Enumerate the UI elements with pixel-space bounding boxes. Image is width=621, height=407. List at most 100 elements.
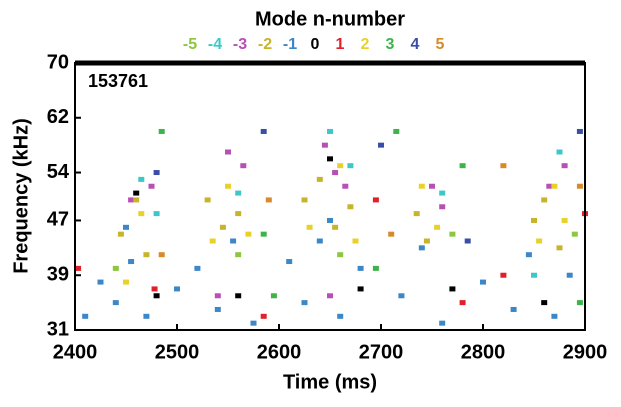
mode-pixel [148,183,155,189]
mode-pixel [225,183,231,189]
mode-pixel [286,259,293,265]
mode-pixel [418,183,425,189]
mode-pixel [143,313,150,319]
mode-pixel [459,163,466,169]
mode-pixel [357,265,364,271]
legend-entry: 5 [436,36,445,53]
mode-pixel [128,259,135,265]
mode-pixel [327,217,333,223]
mode-pixel [327,156,333,162]
mode-pixel [133,190,140,196]
mode-pixel [551,183,558,189]
mode-pixel [576,183,583,189]
mode-pixel [561,163,568,169]
mode-pixel [301,300,308,306]
mode-pixel [434,224,441,230]
mode-pixel [418,245,425,251]
mode-pixel [449,286,456,292]
mode-pixel [138,211,145,217]
mode-pixel [500,272,507,278]
y-tick-label: 31 [47,318,69,340]
mode-pixel [551,313,558,319]
mode-pixel [219,224,226,230]
mode-pixel [306,224,313,230]
x-axis-label: Time (ms) [283,371,377,393]
x-tick-label: 2700 [359,341,404,363]
mode-pixel [378,142,384,148]
mode-pixel [546,183,553,189]
mode-pixel [153,211,160,217]
mode-pixel [337,163,344,169]
mode-pixel [75,265,82,271]
legend-entry: 2 [361,36,370,53]
mode-pixel [112,265,119,271]
x-tick-label: 2400 [53,341,98,363]
mode-pixel [556,149,563,155]
mode-pixel [541,300,548,306]
mode-pixel [316,238,323,244]
mode-pixel [576,300,583,306]
mode-pixel [260,128,267,134]
mode-pixel [576,128,583,134]
mode-pixel [250,320,257,326]
mode-pixel [138,176,145,182]
y-tick-label: 39 [47,264,69,286]
mode-pixel [153,293,160,299]
mode-pixel [209,238,216,244]
mode-pixel [301,197,308,203]
y-tick-label: 47 [47,209,69,231]
x-tick-label: 2500 [155,341,200,363]
mode-pixel [531,217,537,223]
mode-pixel [388,231,395,237]
legend-entry: -2 [258,36,272,53]
mode-pixel [439,320,446,326]
annotation-box [81,69,155,93]
mode-pixel [429,183,435,189]
mode-pixel [352,238,359,244]
mode-pixel [82,313,89,319]
y-axis-label: Frequency (kHz) [10,118,32,274]
mode-pixel [347,204,354,210]
mode-pixel [204,197,211,203]
mode-pixel [214,306,221,312]
y-tick-label: 62 [47,106,69,128]
mode-pixel [128,197,135,203]
mode-pixel [372,265,379,271]
y-tick-label: 54 [47,161,70,183]
annotation: 153761 [88,71,148,91]
mode-pixel [235,252,242,258]
mode-pixel [561,217,568,223]
mode-pixel [525,252,532,258]
plot-frame [74,62,586,331]
mode-pixel [158,128,165,134]
mode-pixel [398,293,405,299]
mode-pixel [347,163,354,169]
legend-entry: -3 [233,36,247,53]
mode-pixel [174,286,180,292]
mode-pixel [117,231,124,237]
mode-pixel [230,238,237,244]
mode-pixel [413,211,420,217]
mode-pixel [423,238,430,244]
mode-pixel [316,176,323,182]
mode-pixel [541,197,548,203]
chart-title: Mode n-number [255,8,405,30]
mode-pixel [214,293,221,299]
y-tick-label: 70 [47,51,69,73]
mode-pixel [133,197,140,203]
mode-pixel [153,170,160,176]
mode-pixel [270,293,277,299]
mode-pixel [260,231,267,237]
mode-pixel [327,293,333,299]
mode-pixel [531,272,537,278]
mode-pixel [337,252,344,258]
mode-pixel [464,238,471,244]
mode-pixel [194,265,201,271]
mode-pixel [372,197,379,203]
mode-pixel [321,142,328,148]
mode-pixel [566,272,573,278]
mode-pixel [235,190,242,196]
mode-pixel [439,204,446,210]
legend-entry: 1 [336,36,345,53]
